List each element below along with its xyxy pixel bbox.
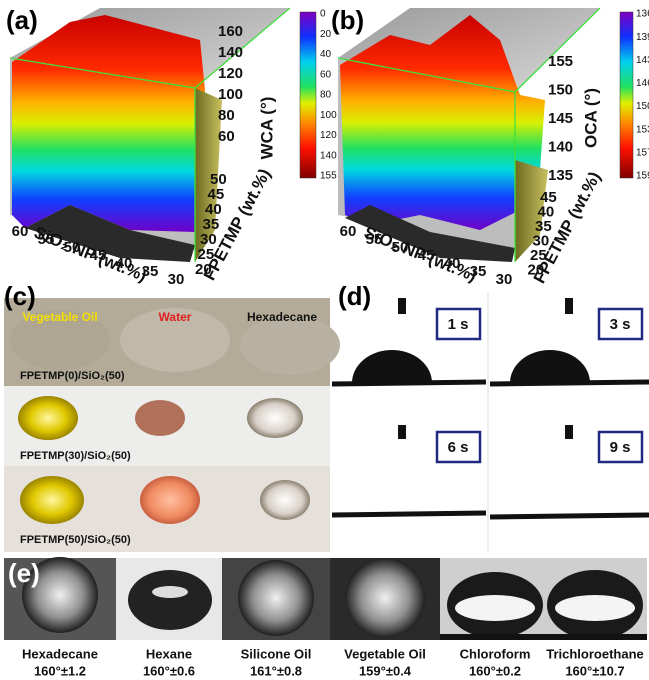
contact-angle: 160°±0.2 (469, 663, 521, 678)
tick-label: 35 (470, 263, 487, 280)
panel-label: (e) (8, 558, 40, 588)
liquid-label: Hexadecane (247, 310, 317, 324)
liquid-name: Vegetable Oil (344, 646, 426, 661)
tick-label: 145 (548, 110, 573, 127)
time-label: 3 s (610, 316, 631, 333)
tick-label: 157 (636, 147, 649, 158)
tick-label: 136 (636, 9, 649, 20)
tick-label: 153 (636, 124, 649, 135)
tick-label: 100 (218, 86, 243, 103)
tick-label: 135 (548, 167, 573, 184)
droplet (140, 476, 200, 524)
page: { "panel_a": {"label": "(a)", "z_axis_la… (0, 0, 649, 680)
tick-label: 20 (528, 261, 545, 278)
liquid-label: Vegetable Oil (22, 310, 97, 324)
panel-label: (a) (6, 5, 38, 35)
panel-label: (b) (331, 5, 364, 35)
tick-label: 140 (218, 44, 243, 61)
time-label: 9 s (610, 439, 631, 456)
contact-angle: 160°±0.6 (143, 663, 195, 678)
tick-label: 155 (320, 171, 337, 182)
tick-label: 160 (218, 23, 243, 40)
surface (12, 15, 205, 232)
tick-label: 140 (548, 138, 573, 155)
colorbar (620, 12, 633, 178)
figure: (a) WCA (°) SiO₂ NP (wt.%) FPETMP (wt.%)… (0, 0, 649, 680)
droplet (247, 398, 303, 438)
panel-c: (c) Vegetable Oil Water Hexadecane FPETM… (4, 281, 340, 552)
tick-label: 45 (418, 247, 435, 264)
tick-label: 40 (320, 49, 332, 60)
tick-label: 100 (320, 110, 337, 121)
contact-angle: 161°±0.8 (250, 663, 302, 678)
tick-label: 35 (142, 263, 159, 280)
tick-label: 60 (12, 223, 29, 240)
contact-angle: 160°±1.2 (34, 663, 86, 678)
tick-label: 120 (218, 65, 243, 82)
tick-label: 40 (444, 255, 461, 272)
tick-label: 150 (548, 81, 573, 98)
tick-label: 50 (64, 239, 81, 256)
tick-label: 50 (392, 239, 409, 256)
panel-label: (c) (4, 281, 36, 311)
tick-label: 146 (636, 78, 649, 89)
tick-label: 60 (320, 69, 332, 80)
panel-e: (e) (4, 557, 647, 640)
droplet (20, 476, 84, 524)
contact-angle: 160°±10.7 (565, 663, 624, 678)
tick-label: 60 (218, 128, 235, 145)
tick-label: 30 (168, 271, 185, 288)
tick-label: 159 (636, 171, 649, 182)
z-axis-label: WCA (°) (257, 97, 276, 160)
liquid-label: Water (159, 310, 192, 324)
liquid-name: Hexane (146, 646, 192, 661)
contact-angle: 159°±0.4 (359, 663, 412, 678)
droplet (135, 400, 185, 436)
liquid-name: Chloroform (460, 646, 531, 661)
tick-label: 20 (320, 29, 332, 40)
liquid-labels: Hexadecane 160°±1.2 Hexane 160°±0.6 Silicone… (22, 646, 644, 678)
liquid-name: Hexadecane (22, 646, 98, 661)
tick-label: 45 (90, 247, 107, 264)
panel-label: (d) (338, 281, 371, 311)
tick-label: 155 (548, 53, 573, 70)
panel-d: 1 s 3 s 6 s 9 s (d) (332, 281, 649, 552)
tick-label: 120 (320, 130, 337, 141)
tick-label: 150 (636, 101, 649, 112)
droplet (260, 480, 310, 520)
tick-label: 40 (116, 255, 133, 272)
row-caption: FPETMP(50)/SiO₂(50) (20, 534, 131, 546)
tick-label: 80 (218, 107, 235, 124)
z-axis-label: OCA (°) (581, 88, 600, 148)
liquid-name: Trichloroethane (546, 646, 644, 661)
liquid-name: Silicone Oil (241, 646, 312, 661)
tick-label: 0 (320, 9, 326, 20)
row-caption: FPETMP(30)/SiO₂(50) (20, 450, 131, 462)
tick-label: 139 (636, 32, 649, 43)
tick-label: 143 (636, 55, 649, 66)
tick-label: 30 (496, 271, 513, 288)
row-caption: FPETMP(0)/SiO₂(50) (20, 370, 125, 382)
droplet (18, 396, 78, 440)
tick-label: 55 (366, 231, 383, 248)
time-label: 6 s (448, 439, 469, 456)
tick-label: 80 (320, 90, 332, 101)
tick-label: 60 (340, 223, 357, 240)
tick-label: 20 (195, 261, 212, 278)
time-label: 1 s (448, 316, 469, 333)
colorbar (300, 12, 316, 178)
tick-label: 55 (38, 231, 55, 248)
tick-label: 140 (320, 150, 337, 161)
